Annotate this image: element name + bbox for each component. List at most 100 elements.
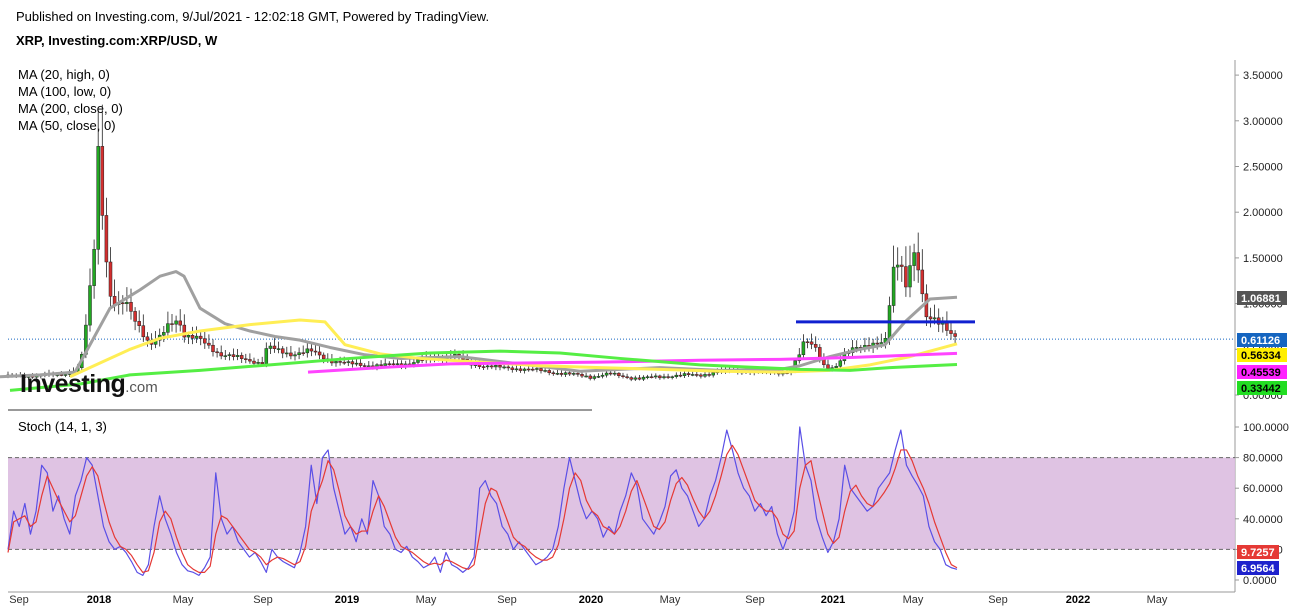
candle-body xyxy=(63,374,68,376)
candle-body xyxy=(502,366,506,369)
candle-body xyxy=(522,368,527,371)
price-y-tick-label: 3.00000 xyxy=(1243,116,1283,128)
price-badge-bg xyxy=(1237,348,1287,362)
candle-body xyxy=(838,360,843,367)
candle-body xyxy=(391,363,396,366)
candle-body xyxy=(121,302,125,305)
candle-body xyxy=(510,367,515,370)
candle-body xyxy=(678,374,683,377)
candle-body xyxy=(625,376,629,378)
candle-body xyxy=(145,336,150,341)
price-badge: 0.61126 xyxy=(1237,333,1287,347)
candle-body xyxy=(194,335,199,339)
candle-body xyxy=(481,366,486,368)
candle-body xyxy=(801,341,806,356)
candle-body xyxy=(576,373,580,375)
candle-body xyxy=(703,374,707,377)
x-tick-label: 2018 xyxy=(87,594,111,606)
candle-body xyxy=(248,359,252,362)
candle-body xyxy=(572,373,576,375)
candle-body xyxy=(551,372,556,375)
candle-body xyxy=(317,351,322,356)
candle-body xyxy=(621,375,625,378)
candle-body xyxy=(387,363,392,365)
price-badge-bg xyxy=(1237,291,1287,305)
candle-body xyxy=(514,368,519,371)
candle-body xyxy=(805,341,810,343)
candle-body xyxy=(813,344,818,348)
candle-body xyxy=(854,347,859,349)
stoch-y-tick-label: 100.0000 xyxy=(1243,422,1289,434)
candle-body xyxy=(285,352,289,355)
candle-body xyxy=(129,302,133,312)
x-tick-label: 2021 xyxy=(821,594,845,606)
candle-body xyxy=(137,321,141,326)
candle-body xyxy=(707,374,711,376)
ma-legend-item-20-high[interactable]: MA (20, high, 0) xyxy=(18,67,110,82)
stoch-line-d xyxy=(7,444,958,573)
candle-body xyxy=(895,264,900,268)
ma-legend-item-50-close[interactable]: MA (50, close, 0) xyxy=(18,118,116,133)
logo-main: Investing xyxy=(20,370,126,398)
price-badge-label: 0.56334 xyxy=(1241,350,1282,362)
candle-body xyxy=(690,374,695,376)
candle-body xyxy=(580,373,584,377)
candles xyxy=(6,104,957,382)
stoch-title[interactable]: Stoch (14, 1, 3) xyxy=(18,419,107,434)
candle-body xyxy=(182,324,187,338)
candle-body xyxy=(629,377,633,380)
candle-body xyxy=(260,362,264,365)
candle-body xyxy=(649,376,654,378)
stoch-badge: 9.7257 xyxy=(1237,545,1279,559)
candle-body xyxy=(904,266,908,288)
candle-body xyxy=(252,360,256,364)
price-y-tick-label: 2.00000 xyxy=(1243,207,1283,219)
candle-body xyxy=(900,264,904,267)
candle-body xyxy=(354,362,359,365)
candle-body xyxy=(953,333,957,337)
price-badge: 0.45539 xyxy=(1237,365,1287,379)
ma-legend-item-100-low[interactable]: MA (100, low, 0) xyxy=(18,84,112,99)
x-tick-label: Sep xyxy=(9,594,29,606)
candle-body xyxy=(608,372,613,375)
ma-legend: MA (20, high, 0) MA (100, low, 0) MA (20… xyxy=(18,66,123,134)
published-info: Published on Investing.com, 9/Jul/2021 -… xyxy=(16,9,490,24)
candle-body xyxy=(133,311,137,322)
candle-body xyxy=(809,341,814,345)
candle-body xyxy=(338,361,342,363)
candle-body xyxy=(875,342,879,345)
stoch-y-tick-label: 40.0000 xyxy=(1243,514,1283,526)
x-tick-label: Sep xyxy=(497,594,517,606)
x-tick-label: 2020 xyxy=(579,594,603,606)
ma-line-ma-50-close-0- xyxy=(9,349,958,392)
candle-body xyxy=(490,365,494,368)
candle-body xyxy=(395,363,400,365)
candle-body xyxy=(592,376,597,379)
x-tick-label: May xyxy=(173,594,194,606)
candle-body xyxy=(186,335,191,338)
ma-legend-item-200-close[interactable]: MA (200, close, 0) xyxy=(18,101,123,116)
x-tick-label: May xyxy=(1147,594,1168,606)
candle-body xyxy=(174,320,178,325)
x-tick-label: Sep xyxy=(253,594,273,606)
candle-body xyxy=(637,377,642,380)
candle-body xyxy=(613,372,617,375)
candle-body xyxy=(362,365,367,367)
candle-body xyxy=(617,372,621,377)
candle-body xyxy=(235,355,240,357)
candle-body xyxy=(600,374,605,377)
candle-body xyxy=(596,376,601,378)
candle-body xyxy=(506,366,510,369)
candle-body xyxy=(305,348,310,354)
candle-body xyxy=(309,348,314,352)
candle-body xyxy=(924,293,929,318)
candle-body xyxy=(244,358,248,360)
candle-body xyxy=(633,377,638,380)
candle-body xyxy=(88,285,92,326)
candle-body xyxy=(932,317,937,320)
candle-body xyxy=(342,361,346,364)
x-tick-label: May xyxy=(416,594,437,606)
stoch-badge-label: 6.9564 xyxy=(1241,563,1276,575)
candle-body xyxy=(945,322,949,331)
